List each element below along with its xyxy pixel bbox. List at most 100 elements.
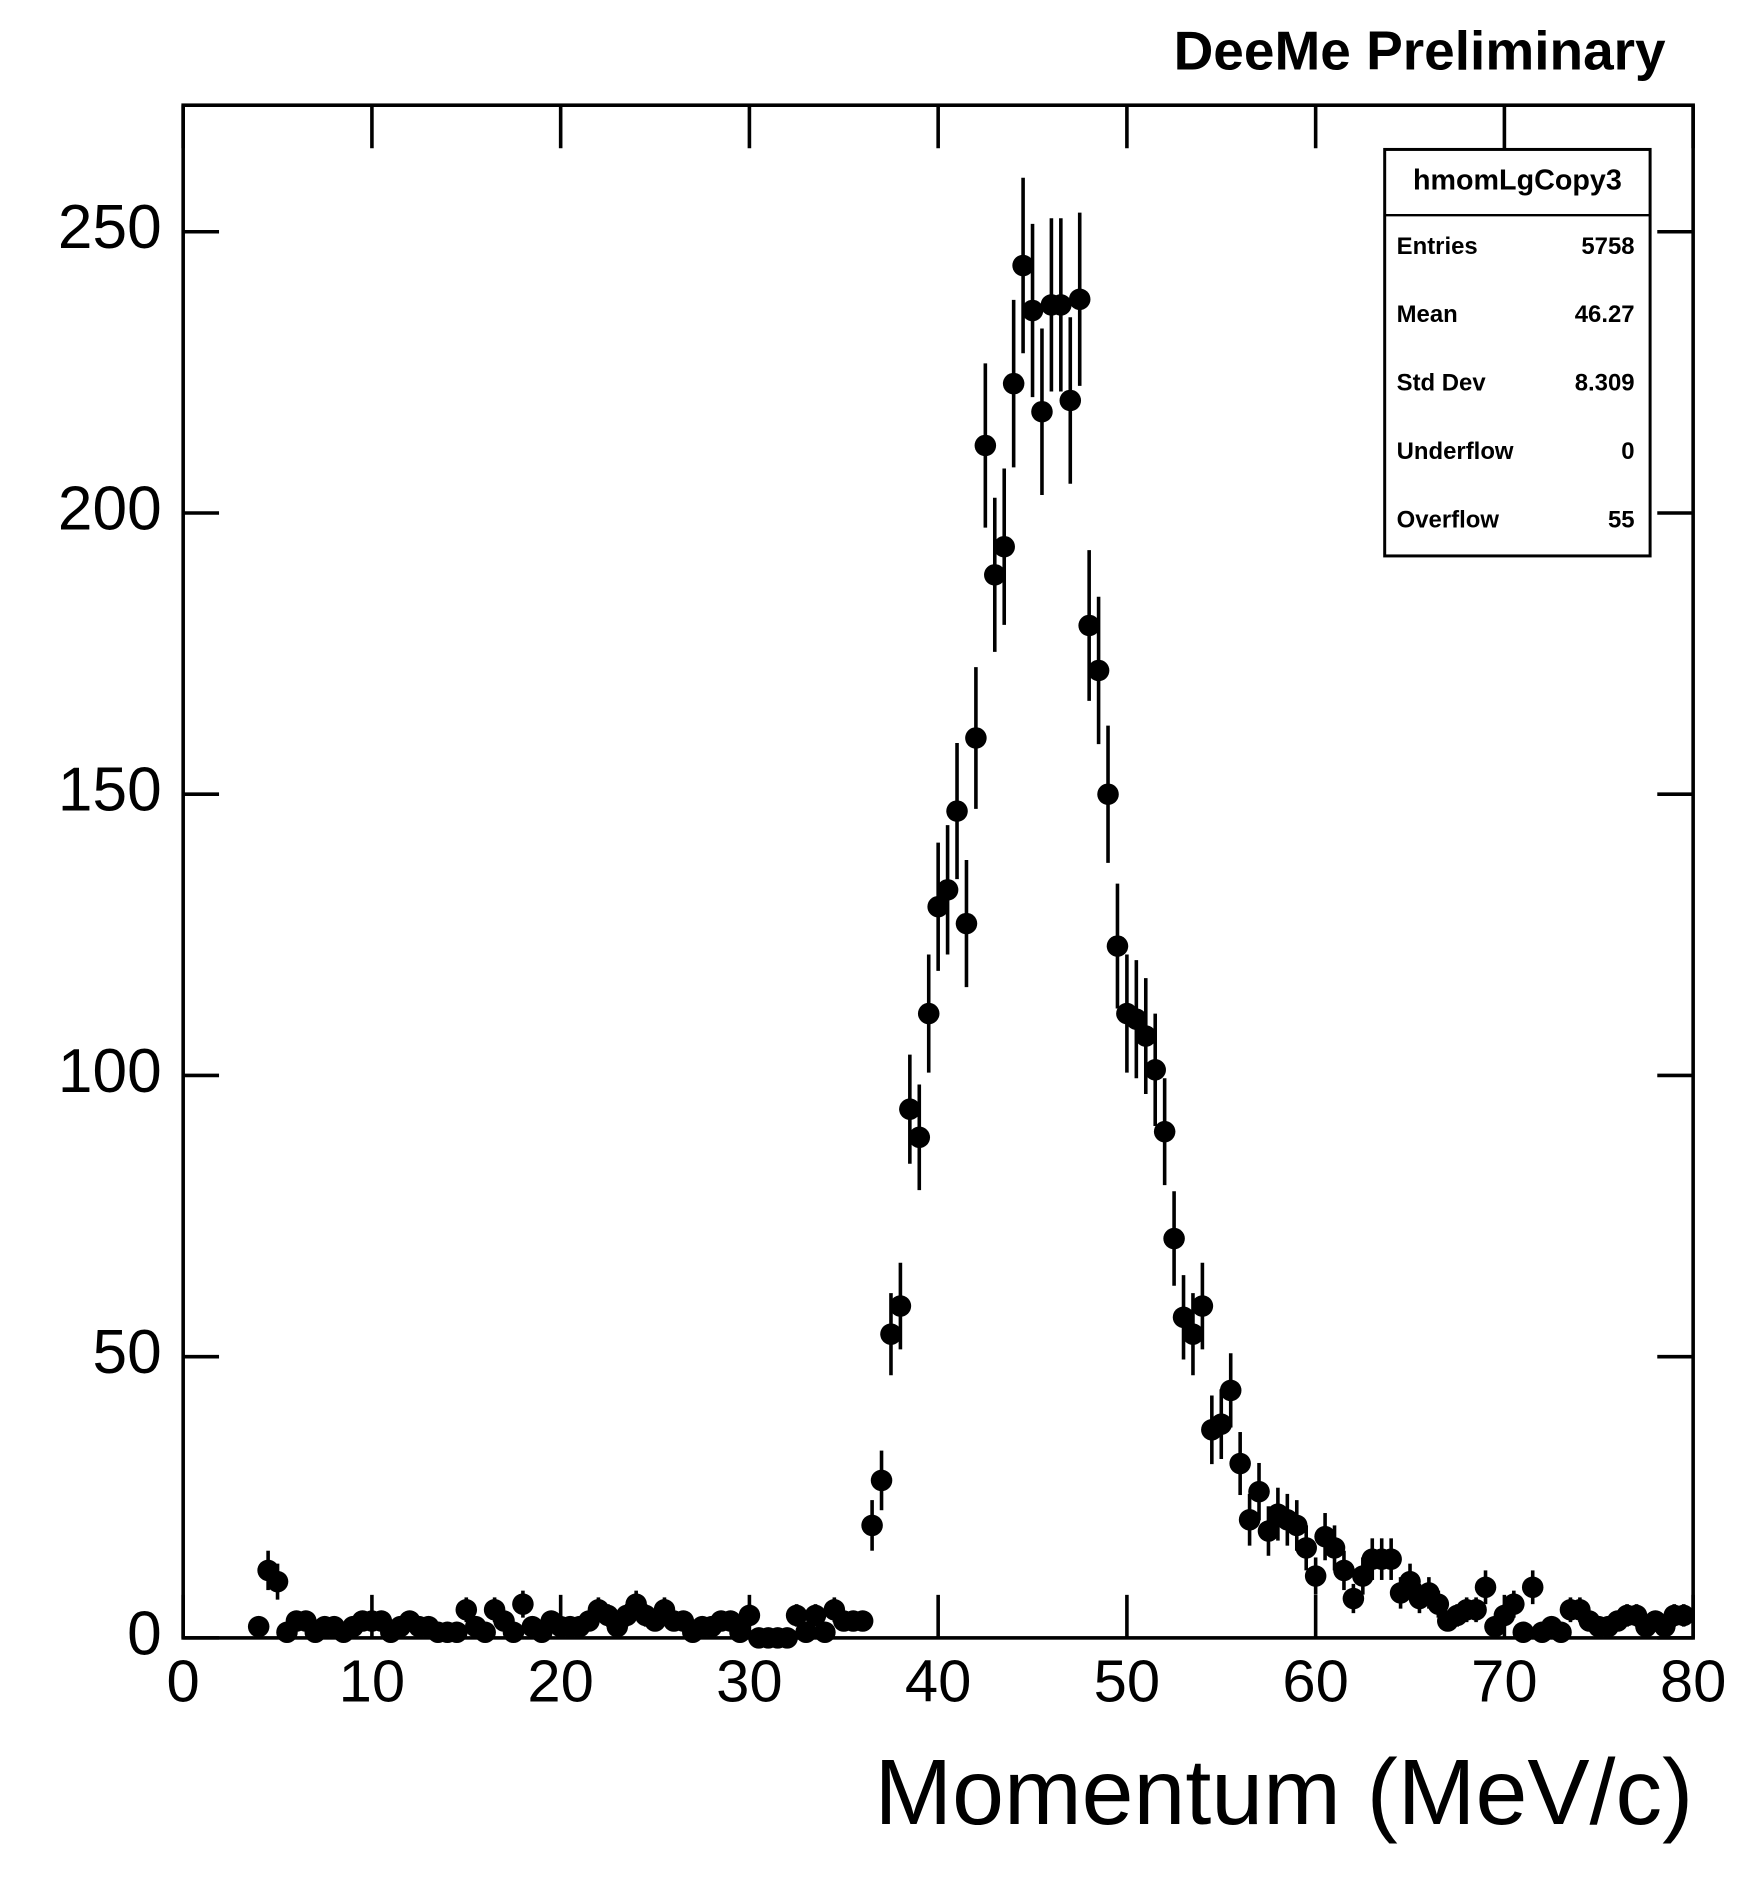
x-tick-label: 20 [527, 1647, 593, 1714]
data-point [266, 1570, 289, 1593]
data-point [1002, 372, 1025, 395]
x-axis-label: Momentum (MeV/c) [874, 1740, 1693, 1844]
data-point [785, 1604, 808, 1627]
data-point [1286, 1514, 1308, 1537]
data-point [899, 1098, 921, 1120]
data-point [1210, 1413, 1233, 1435]
chart-title: DeeMe Preliminary [1174, 20, 1666, 82]
stats-frame [1383, 147, 1652, 558]
data-point [502, 1621, 525, 1644]
data-point [908, 1126, 931, 1149]
y-tick-label: 200 [58, 474, 162, 543]
data-point [1238, 1509, 1261, 1531]
data-point [1399, 1570, 1421, 1593]
stats-label: Underflow [1397, 438, 1514, 465]
data-point [1503, 1593, 1525, 1615]
data-point [1512, 1621, 1535, 1644]
y-tick-label: 100 [58, 1037, 162, 1106]
data-point [880, 1323, 902, 1345]
data-point [455, 1599, 478, 1621]
data-point [870, 1469, 893, 1492]
data-point [1465, 1599, 1487, 1621]
stats-value: 5758 [1581, 233, 1634, 260]
data-point [1068, 288, 1091, 311]
data-point [1153, 1120, 1176, 1143]
stats-box: hmomLgCopy3 Entries 5758 Mean 46.27 Std Dev 8… [1383, 147, 1652, 558]
data-point [1031, 400, 1053, 423]
data-point [1097, 783, 1119, 805]
x-tick-label: 0 [167, 1647, 200, 1714]
data-point [993, 535, 1015, 558]
data-point [446, 1621, 468, 1644]
data-point [1672, 1604, 1695, 1627]
y-tick-label: 0 [127, 1599, 162, 1668]
x-tick-label: 10 [339, 1647, 405, 1714]
data-point [795, 1621, 817, 1644]
data-point [1012, 254, 1034, 277]
stats-label: Std Dev [1397, 370, 1487, 397]
data-point [927, 895, 949, 918]
data-point [955, 912, 978, 935]
x-tick-label: 60 [1282, 1647, 1348, 1714]
data-point [1106, 935, 1129, 957]
y-tick-label: 150 [58, 756, 162, 825]
data-point [1342, 1587, 1365, 1610]
data-point [1078, 614, 1100, 637]
data-point [1521, 1576, 1544, 1599]
data-point [1323, 1537, 1346, 1559]
data-point [738, 1604, 761, 1627]
data-point [1304, 1565, 1327, 1587]
stats-value: 8.309 [1575, 370, 1635, 397]
data-point [1295, 1537, 1317, 1559]
data-point [1380, 1548, 1402, 1570]
data-point [512, 1593, 534, 1615]
data-point [1172, 1306, 1195, 1329]
data-point [1333, 1559, 1355, 1582]
data-point [1059, 389, 1082, 412]
x-tick-label: 80 [1660, 1647, 1726, 1714]
data-point [851, 1610, 874, 1632]
y-tick-label: 50 [93, 1318, 162, 1387]
x-tick-label: 70 [1471, 1647, 1537, 1714]
stats-title: hmomLgCopy3 [1413, 164, 1622, 196]
stats-label: Entries [1397, 233, 1478, 260]
y-tick-label: 250 [58, 193, 162, 262]
data-point [917, 1002, 940, 1025]
data-point [1248, 1480, 1270, 1503]
data-point [804, 1604, 827, 1627]
data-point [946, 800, 968, 822]
data-point [1163, 1227, 1185, 1250]
data-point [1050, 294, 1072, 316]
data-point [1427, 1593, 1450, 1615]
data-point [1229, 1452, 1251, 1475]
data-point [936, 879, 959, 901]
data-point [729, 1621, 751, 1644]
data-point [1219, 1379, 1242, 1402]
stats-value: 55 [1608, 506, 1635, 533]
data-point [1474, 1576, 1497, 1599]
data-point [1550, 1621, 1572, 1644]
data-point [776, 1627, 798, 1649]
stats-label: Overflow [1397, 506, 1500, 533]
stats-value: 0 [1621, 438, 1634, 465]
x-tick-label: 30 [716, 1647, 782, 1714]
data-point [1021, 299, 1044, 322]
data-point [1352, 1565, 1374, 1587]
data-point [861, 1514, 883, 1537]
data-point [984, 564, 1006, 586]
x-tick-label: 50 [1094, 1647, 1160, 1714]
data-point [1135, 1025, 1157, 1047]
data-point [974, 434, 997, 457]
data-point [474, 1621, 496, 1644]
data-point [1125, 1008, 1148, 1030]
data-point [1257, 1520, 1280, 1542]
data-point [814, 1621, 836, 1644]
data-point [1191, 1295, 1214, 1317]
data-points [247, 177, 1695, 1649]
x-tick-label: 40 [905, 1647, 971, 1714]
data-point [889, 1295, 912, 1317]
data-point [247, 1615, 270, 1638]
stats-value: 46.27 [1575, 301, 1635, 328]
stats-label: Mean [1397, 301, 1458, 328]
